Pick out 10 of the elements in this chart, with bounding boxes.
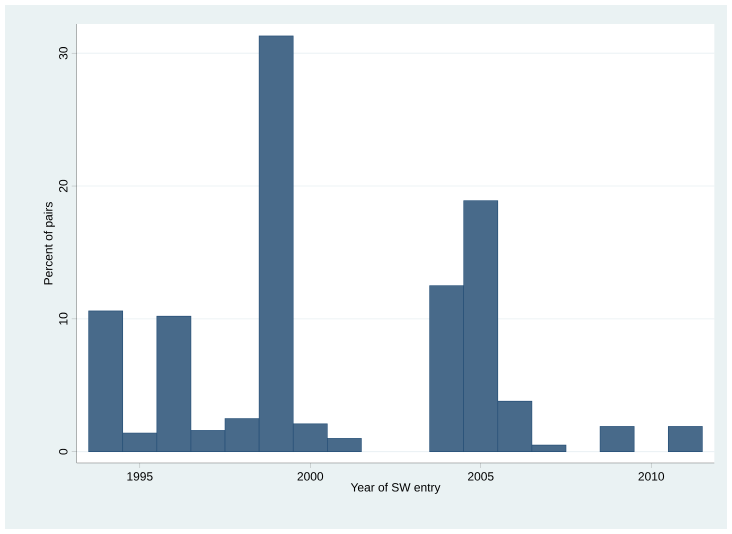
x-axis-title: Year of SW entry bbox=[350, 482, 440, 494]
x-tick-label: 2010 bbox=[638, 472, 664, 481]
y-tick-label: 10 bbox=[59, 312, 68, 325]
y-axis-title: Percent of pairs bbox=[44, 202, 55, 284]
y-tick-label: 20 bbox=[59, 180, 68, 192]
x-tick-label: 1995 bbox=[127, 472, 153, 481]
x-tick-label: 2000 bbox=[298, 472, 324, 481]
x-tick-label: 2005 bbox=[468, 472, 494, 481]
y-tick-label: 0 bbox=[59, 448, 68, 455]
y-tick-label: 30 bbox=[59, 47, 68, 60]
